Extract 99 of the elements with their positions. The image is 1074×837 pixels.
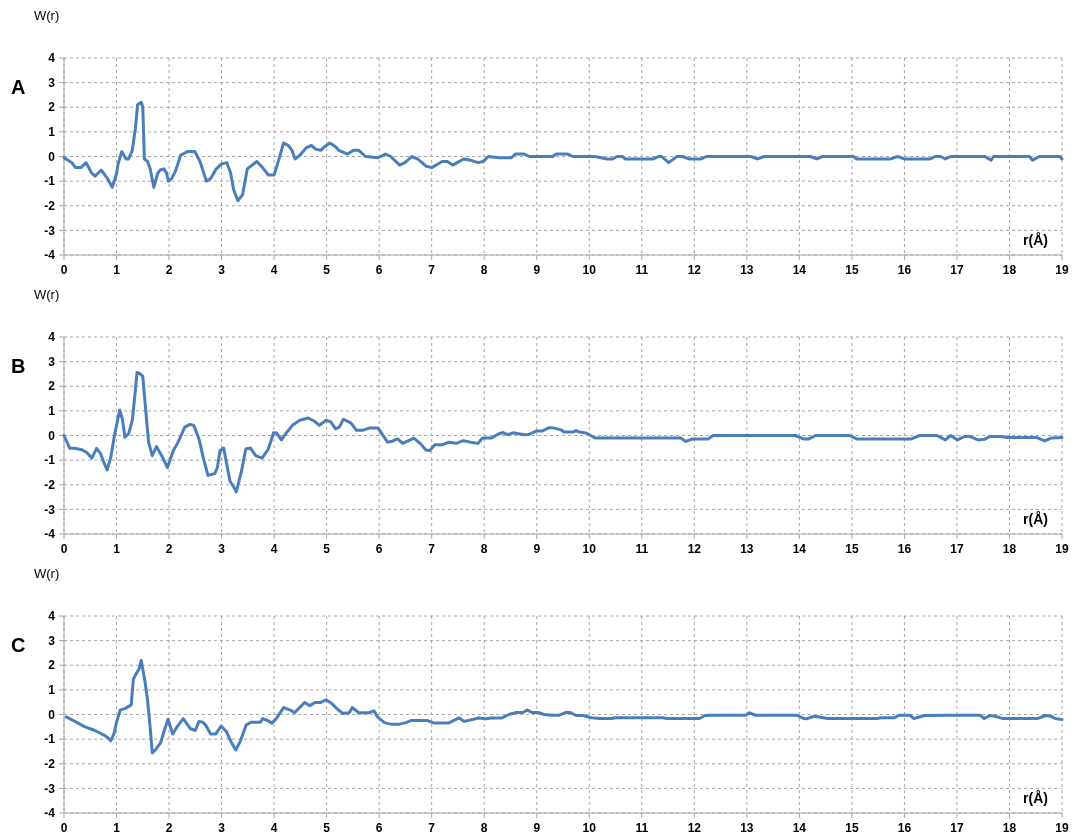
y-tick-label: 3 — [48, 354, 56, 369]
x-tick-label: 13 — [740, 263, 754, 277]
x-tick-label: 1 — [113, 263, 121, 277]
x-tick-label: 5 — [323, 821, 331, 835]
y-tick-label: 0 — [48, 149, 56, 164]
x-axis-title: r(Å) — [1023, 232, 1048, 248]
line-series — [64, 659, 1064, 755]
x-tick-label: 3 — [218, 542, 226, 556]
x-tick-label: 3 — [218, 821, 226, 835]
x-axis-title: r(Å) — [1023, 511, 1048, 527]
x-tick-label: 19 — [1055, 263, 1069, 277]
x-tick-label: 4 — [270, 542, 278, 556]
x-tick-label: 16 — [897, 263, 912, 277]
x-tick-label: 14 — [792, 542, 807, 556]
x-tick-label: 8 — [480, 263, 488, 277]
line-series — [62, 100, 1064, 203]
x-tick-label: 18 — [1002, 542, 1017, 556]
x-tick-label: 10 — [582, 263, 597, 277]
x-tick-label: 15 — [845, 821, 859, 835]
x-tick-label: 11 — [635, 821, 649, 835]
x-tick-label: 12 — [687, 263, 702, 277]
y-tick-label: -4 — [44, 806, 56, 821]
y-tick-label: -2 — [44, 477, 56, 492]
y-tick-label: -1 — [44, 453, 56, 468]
x-tick-label: 12 — [687, 821, 702, 835]
x-tick-label: 15 — [845, 263, 859, 277]
x-tick-label: 9 — [533, 821, 541, 835]
x-tick-label: 9 — [533, 263, 541, 277]
text: A — [11, 76, 26, 98]
x-tick-label: 19 — [1055, 542, 1069, 556]
y-axis-title: W(r) — [34, 8, 60, 23]
x-tick-label: 6 — [375, 542, 383, 556]
line-series — [62, 370, 1064, 494]
x-tick-label: 11 — [635, 263, 649, 277]
x-tick-label: 9 — [533, 542, 541, 556]
x-tick-label: 15 — [845, 542, 859, 556]
x-tick-label: 17 — [950, 542, 964, 556]
y-tick-label: 1 — [48, 125, 56, 140]
x-tick-label: 6 — [375, 263, 383, 277]
y-tick-label: 0 — [48, 707, 56, 722]
x-tick-label: 11 — [635, 542, 649, 556]
x-tick-label: 18 — [1002, 821, 1017, 835]
x-tick-label: 14 — [792, 821, 807, 835]
y-tick-label: 1 — [48, 683, 56, 698]
x-tick-label: 14 — [792, 263, 807, 277]
x-tick-label: 0 — [60, 542, 68, 556]
x-tick-label: 2 — [165, 821, 173, 835]
x-tick-label: 17 — [950, 821, 964, 835]
y-tick-label: 3 — [48, 75, 56, 90]
y-tick-label: -1 — [44, 732, 56, 747]
y-tick-label: -3 — [44, 781, 56, 796]
x-tick-label: 2 — [165, 263, 173, 277]
x-tick-label: 1 — [113, 542, 121, 556]
y-axis-title: W(r) — [34, 287, 60, 302]
y-tick-label: -4 — [44, 248, 56, 263]
x-tick-label: 12 — [687, 542, 702, 556]
x-tick-label: 5 — [323, 542, 331, 556]
x-tick-label: 3 — [218, 263, 226, 277]
x-tick-label: 16 — [897, 542, 912, 556]
text: B — [11, 355, 26, 377]
x-tick-label: 10 — [582, 821, 597, 835]
y-tick-label: 2 — [48, 100, 56, 115]
x-tick-label: 13 — [740, 821, 754, 835]
x-tick-label: 4 — [270, 263, 278, 277]
y-tick-label: 1 — [48, 404, 56, 419]
x-tick-label: 1 — [113, 821, 121, 835]
x-tick-label: 18 — [1002, 263, 1017, 277]
y-tick-label: -3 — [44, 502, 56, 517]
x-tick-label: 7 — [428, 542, 436, 556]
x-tick-label: 17 — [950, 263, 964, 277]
x-axis-title: r(Å) — [1023, 790, 1048, 806]
y-tick-label: 2 — [48, 379, 56, 394]
y-axis-title: W(r) — [34, 566, 60, 581]
x-tick-label: 5 — [323, 263, 331, 277]
x-tick-label: 0 — [60, 821, 68, 835]
x-tick-label: 19 — [1055, 821, 1069, 835]
y-tick-label: 3 — [48, 633, 56, 648]
y-tick-label: 4 — [48, 330, 56, 345]
y-tick-label: 0 — [48, 428, 56, 443]
x-tick-label: 13 — [740, 542, 754, 556]
x-tick-label: 0 — [60, 263, 68, 277]
x-tick-label: 10 — [582, 542, 597, 556]
y-tick-label: -2 — [44, 756, 56, 771]
y-tick-label: 4 — [48, 609, 56, 624]
x-tick-label: 4 — [270, 821, 278, 835]
x-tick-label: 16 — [897, 821, 912, 835]
y-tick-label: -1 — [44, 174, 56, 189]
x-tick-label: 7 — [428, 821, 436, 835]
x-tick-label: 8 — [480, 821, 488, 835]
x-tick-label: 6 — [375, 821, 383, 835]
x-tick-label: 8 — [480, 542, 488, 556]
y-tick-label: -2 — [44, 198, 56, 213]
x-tick-label: 2 — [165, 542, 173, 556]
x-tick-label: 7 — [428, 263, 436, 277]
text: C — [11, 634, 26, 656]
y-tick-label: 2 — [48, 658, 56, 673]
y-tick-label: -4 — [44, 527, 56, 542]
y-tick-label: -3 — [44, 223, 56, 238]
y-tick-label: 4 — [48, 51, 56, 66]
